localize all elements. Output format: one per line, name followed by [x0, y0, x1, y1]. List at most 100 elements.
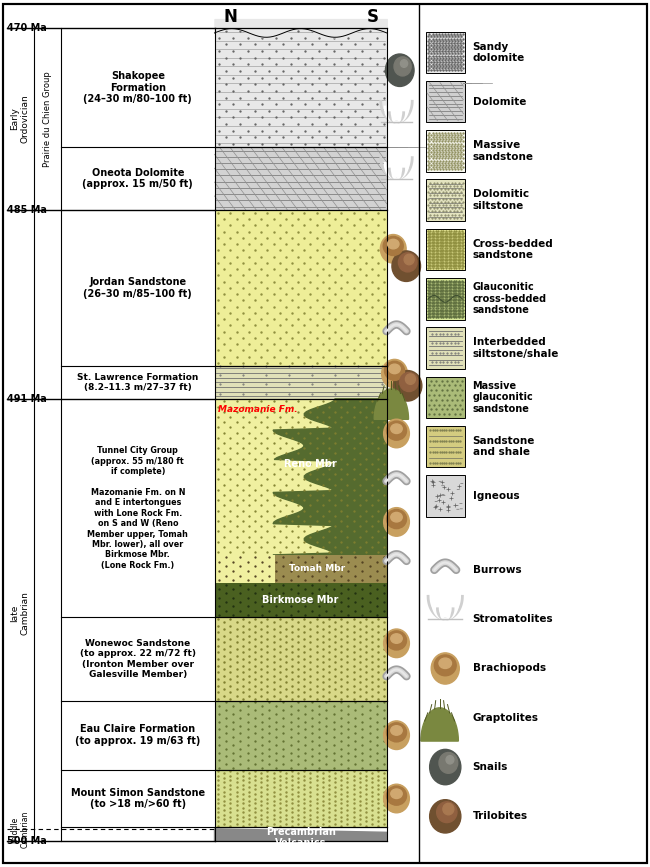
Bar	[426, 31, 465, 73]
Bar	[426, 328, 465, 369]
Text: Sandstone
and shale: Sandstone and shale	[473, 436, 535, 458]
Ellipse shape	[384, 784, 410, 813]
Text: Jordan Sandstone
(26–30 m/85–100 ft): Jordan Sandstone (26–30 m/85–100 ft)	[83, 277, 192, 298]
Text: Tunnel City Group
(approx. 55 m/180 ft
if complete)

Mazomanie Fm. on N
and E in: Tunnel City Group (approx. 55 m/180 ft i…	[87, 447, 188, 570]
Text: St. Lawrence Formation
(8.2–11.3 m/27–37 ft): St. Lawrence Formation (8.2–11.3 m/27–37…	[77, 373, 198, 392]
Ellipse shape	[385, 362, 404, 381]
Text: Massive
sandstone: Massive sandstone	[473, 140, 534, 162]
Text: Wonewoc Sandstone
(to approx. 22 m/72 ft)
(Ironton Member over
Galesville Member: Wonewoc Sandstone (to approx. 22 m/72 ft…	[80, 639, 196, 679]
Ellipse shape	[385, 54, 414, 87]
Ellipse shape	[382, 359, 408, 388]
Ellipse shape	[384, 237, 403, 256]
Ellipse shape	[387, 421, 406, 440]
Ellipse shape	[439, 658, 452, 668]
Polygon shape	[273, 399, 387, 617]
Text: Dolomitic
siltstone: Dolomitic siltstone	[473, 190, 528, 211]
Ellipse shape	[393, 370, 422, 401]
Polygon shape	[421, 707, 458, 741]
Ellipse shape	[391, 789, 402, 799]
Bar	[214, 210, 387, 366]
Bar	[214, 28, 387, 147]
Ellipse shape	[437, 802, 457, 823]
Text: Burrows: Burrows	[473, 565, 521, 575]
Ellipse shape	[398, 253, 417, 272]
Ellipse shape	[400, 60, 408, 68]
Text: Cross-bedded
sandstone: Cross-bedded sandstone	[473, 238, 553, 260]
Ellipse shape	[434, 655, 456, 675]
Text: Mazomanie Fm.: Mazomanie Fm.	[218, 405, 298, 414]
Ellipse shape	[392, 251, 421, 282]
Bar	[426, 81, 465, 122]
Ellipse shape	[389, 364, 400, 374]
Bar	[426, 130, 465, 172]
Ellipse shape	[387, 723, 406, 742]
Ellipse shape	[384, 508, 410, 536]
Text: late
Cambrian: late Cambrian	[10, 591, 30, 635]
Text: Mount Simon Sandstone
(to >18 m/>60 ft): Mount Simon Sandstone (to >18 m/>60 ft)	[71, 788, 205, 809]
Ellipse shape	[387, 631, 406, 650]
Text: Birkmose Mbr: Birkmose Mbr	[263, 595, 339, 605]
Ellipse shape	[430, 749, 461, 785]
Text: Interbedded
siltstone/shale: Interbedded siltstone/shale	[473, 337, 559, 359]
Ellipse shape	[380, 234, 406, 264]
Text: middle
Cambrian: middle Cambrian	[10, 811, 30, 849]
Ellipse shape	[431, 653, 460, 684]
Bar	[214, 617, 387, 701]
Bar	[214, 770, 387, 827]
Text: Reno Mbr: Reno Mbr	[284, 459, 337, 469]
Ellipse shape	[430, 799, 461, 833]
Text: Shakopee
Formation
(24–30 m/80–100 ft): Shakopee Formation (24–30 m/80–100 ft)	[83, 71, 192, 104]
Bar	[426, 179, 465, 221]
Bar	[214, 555, 275, 583]
Text: Precambrian
Volcanics: Precambrian Volcanics	[266, 827, 335, 848]
Text: 491 Ma: 491 Ma	[7, 394, 47, 404]
Text: Brachiopods: Brachiopods	[473, 663, 545, 674]
Text: Eau Claire Formation
(to approx. 19 m/63 ft): Eau Claire Formation (to approx. 19 m/63…	[75, 725, 200, 746]
Ellipse shape	[406, 374, 415, 384]
Ellipse shape	[384, 721, 410, 749]
Ellipse shape	[387, 510, 406, 529]
Ellipse shape	[384, 629, 410, 657]
Text: N: N	[224, 9, 238, 26]
Ellipse shape	[391, 512, 402, 522]
Ellipse shape	[387, 239, 399, 249]
Bar	[214, 366, 387, 399]
Bar	[214, 583, 387, 617]
Ellipse shape	[384, 420, 410, 447]
Text: Snails: Snails	[473, 762, 508, 772]
Ellipse shape	[446, 756, 454, 764]
Ellipse shape	[387, 786, 406, 805]
Text: Oneota Dolomite
(approx. 15 m/50 ft): Oneota Dolomite (approx. 15 m/50 ft)	[83, 168, 193, 189]
Polygon shape	[374, 388, 408, 420]
Text: Trilobites: Trilobites	[473, 812, 528, 821]
Bar	[426, 376, 465, 418]
Text: Early
Ordovician: Early Ordovician	[10, 95, 30, 143]
Text: Igneous: Igneous	[473, 491, 519, 501]
Text: 485 Ma: 485 Ma	[7, 205, 47, 215]
Text: Tomah Mbr: Tomah Mbr	[289, 564, 345, 573]
Text: S: S	[367, 9, 378, 26]
Text: 470 Ma: 470 Ma	[7, 23, 47, 33]
Ellipse shape	[404, 254, 414, 264]
Text: 500 Ma: 500 Ma	[7, 836, 47, 846]
Text: Prairie du Chien Group: Prairie du Chien Group	[43, 71, 52, 166]
Ellipse shape	[443, 804, 454, 815]
Text: Sandy
dolomite: Sandy dolomite	[473, 42, 525, 63]
Bar	[214, 555, 387, 583]
Text: Stromatolites: Stromatolites	[473, 614, 553, 624]
Text: Massive
glauconitic
sandstone: Massive glauconitic sandstone	[473, 381, 533, 414]
Text: Dolomite: Dolomite	[473, 97, 526, 107]
Ellipse shape	[391, 424, 402, 434]
Ellipse shape	[400, 373, 419, 392]
Text: Glauconitic
cross-bedded
sandstone: Glauconitic cross-bedded sandstone	[473, 283, 547, 316]
Bar	[214, 399, 387, 617]
Bar	[426, 426, 465, 467]
Text: Graptolites: Graptolites	[473, 713, 539, 723]
Bar	[426, 475, 465, 517]
Ellipse shape	[439, 753, 458, 773]
Bar	[426, 278, 465, 320]
Bar	[214, 701, 387, 770]
Ellipse shape	[391, 634, 402, 643]
Bar	[426, 229, 465, 271]
Polygon shape	[214, 829, 387, 841]
